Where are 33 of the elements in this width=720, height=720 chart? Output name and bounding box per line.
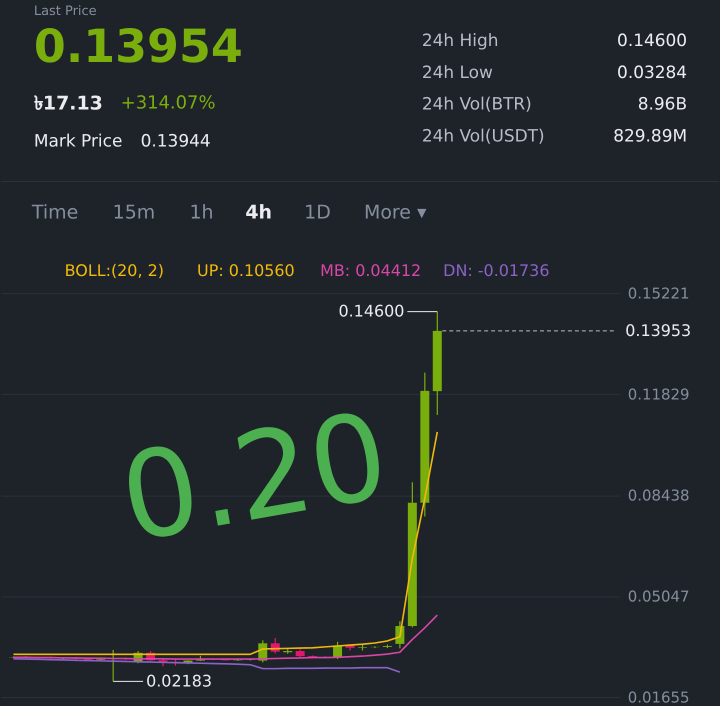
annotation: 0.14600	[338, 302, 404, 321]
text: +314.07%	[120, 92, 216, 114]
text: 0.13944	[140, 130, 211, 151]
text: 0.03284	[617, 62, 688, 82]
y-tick-label: 0.05047	[628, 588, 690, 606]
text: 4h	[245, 201, 272, 224]
text: 0.13954	[34, 18, 243, 73]
text: UP: 0.10560	[197, 261, 295, 280]
text: 24h High	[422, 30, 498, 50]
text: 1D	[304, 201, 331, 224]
text: DN: -0.01736	[443, 261, 550, 280]
annotation: 0.20	[111, 386, 398, 570]
text: 15m	[112, 201, 156, 224]
text: ৳17.13	[34, 92, 103, 115]
text: 24h Low	[422, 62, 493, 82]
annotation: 0.02183	[146, 671, 212, 690]
text: 24h Vol(BTR)	[422, 94, 532, 114]
y-tick-label: 0.11829	[628, 386, 690, 404]
text: MB: 0.04412	[320, 261, 422, 280]
text: Mark Price	[34, 130, 122, 151]
ref-line-label: 0.13953	[625, 320, 692, 340]
text: More ▾	[364, 201, 427, 224]
text: 0.14600	[617, 30, 688, 50]
text: 1h	[189, 201, 214, 224]
text: Last Price	[34, 4, 97, 19]
y-tick-label: 0.15221	[628, 284, 690, 303]
y-tick-label: 0.01655	[628, 688, 690, 707]
text: 8.96B	[638, 94, 688, 114]
y-tick-label: 0.08438	[628, 486, 690, 505]
text: 829.89M	[613, 126, 688, 146]
text: Time	[30, 201, 78, 224]
text: 24h Vol(USDT)	[422, 126, 545, 146]
legend-title: BOLL:(20, 2)	[64, 261, 164, 280]
